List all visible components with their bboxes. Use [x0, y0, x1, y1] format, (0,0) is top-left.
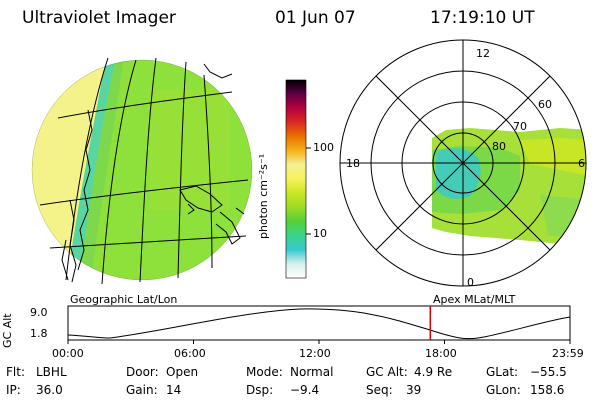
glat-value: −55.5 [530, 365, 567, 379]
gc-alt-key: GC Alt: [366, 365, 408, 379]
colorbar-unit-label: photon cm⁻²s⁻¹ [257, 153, 270, 239]
altitude-plot [67, 305, 571, 344]
door-value: Open [166, 365, 199, 379]
seq-value: 39 [406, 383, 422, 397]
geographic-image [31, 57, 253, 285]
mlt-label-6: 6 [578, 157, 585, 170]
filter-key: Flt: [6, 365, 25, 379]
colorbar-label-100: 100 [313, 141, 334, 154]
lat-lon-grid [39, 57, 249, 285]
glon-value: 158.6 [530, 383, 565, 397]
mlat-label-60: 60 [538, 98, 552, 111]
date-label: 01 Jun 07 [275, 8, 356, 28]
altitude-x-ticks [67, 340, 571, 344]
gain-key: Gain: [126, 383, 158, 397]
colorbar-rect [285, 79, 307, 279]
mode-key: Mode: [246, 365, 283, 379]
ip-value: 36.0 [36, 383, 63, 397]
polar-plot [339, 39, 587, 287]
altitude-xtick-2359: 23:59 [552, 347, 584, 360]
dsp-value: −9.4 [290, 383, 320, 397]
gc-alt-value: 4.9 Re [414, 365, 453, 379]
instrument-title: Ultraviolet Imager [22, 8, 176, 28]
glat-key: GLat: [486, 365, 519, 379]
mlat-label-70: 70 [513, 120, 527, 133]
time-label: 17:19:10 UT [430, 8, 535, 28]
altitude-ytick-min: 1.8 [30, 327, 48, 340]
magnetic-panel-label: Apex MLat/MLT [433, 293, 516, 306]
ip-key: IP: [6, 383, 21, 397]
glon-key: GLon: [486, 383, 521, 397]
colorbar [285, 79, 311, 279]
dsp-key: Dsp: [246, 383, 274, 397]
mlat-label-80: 80 [492, 140, 506, 153]
gain-value: 14 [166, 383, 182, 397]
altitude-xtick-1200: 12:00 [299, 347, 331, 360]
altitude-y-label: GC Alt [1, 313, 14, 348]
mlt-label-18: 18 [346, 157, 360, 170]
mode-value: Normal [290, 365, 334, 379]
polar-grid [339, 39, 587, 287]
altitude-xtick-1800: 18:00 [425, 347, 457, 360]
altitude-xtick-0600: 06:00 [174, 347, 206, 360]
door-key: Door: [126, 365, 159, 379]
altitude-xtick-0000: 00:00 [52, 347, 84, 360]
mlt-label-0: 0 [467, 276, 474, 289]
seq-key: Seq: [366, 383, 393, 397]
filter-value: LBHL [36, 365, 67, 379]
geographic-panel-label: Geographic Lat/Lon [70, 293, 178, 306]
coastlines [61, 63, 245, 283]
mlt-label-12: 12 [476, 47, 490, 60]
altitude-ytick-max: 9.0 [30, 306, 48, 319]
colorbar-label-10: 10 [313, 227, 327, 240]
altitude-curve [67, 308, 571, 340]
